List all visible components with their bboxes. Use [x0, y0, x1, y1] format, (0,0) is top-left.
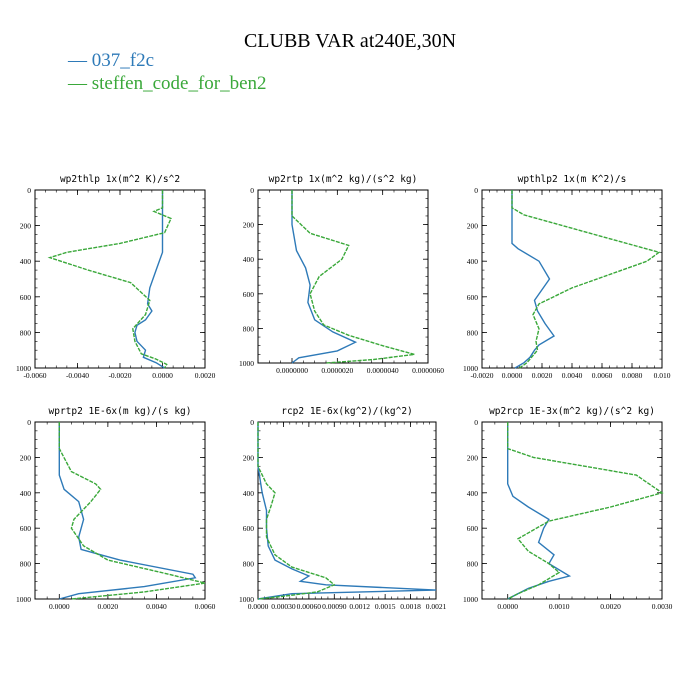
x-tick-label: 0.0012	[349, 602, 370, 611]
y-tick-label: 600	[20, 293, 32, 302]
y-tick-label: 0	[250, 418, 254, 427]
panel-title: wp2rcp 1E-3x(m^2 kg)/(s^2 kg)	[489, 406, 655, 417]
y-tick-label: 600	[467, 524, 479, 533]
y-tick-label: 400	[20, 489, 32, 498]
x-tick-label: 0.0000020	[321, 366, 353, 375]
series-line-f2c	[291, 190, 358, 364]
legend-entry-steffen: — steffen_code_for_ben2	[68, 73, 267, 94]
y-tick-label: 800	[243, 324, 255, 333]
y-tick-label: 0	[474, 186, 478, 195]
x-tick-label: 0.0021	[426, 602, 447, 611]
y-tick-label: 400	[467, 257, 479, 266]
x-tick-label: 0.00090	[322, 602, 347, 611]
y-tick-label: 400	[243, 255, 255, 264]
plot-frame	[34, 421, 206, 600]
y-tick-label: 800	[243, 560, 255, 569]
x-tick-label: 0.0020	[600, 602, 621, 611]
x-tick-label: 0.0040	[146, 602, 167, 611]
x-tick-label: 0.0018	[400, 602, 421, 611]
y-tick-label: 800	[20, 560, 32, 569]
y-tick-label: 1000	[16, 364, 31, 373]
x-tick-label: 0.0015	[375, 602, 396, 611]
y-tick-label: 400	[243, 489, 255, 498]
panel-title: rcp2 1E-6x(kg^2)/(kg^2)	[281, 406, 413, 417]
y-tick-label: 1000	[239, 359, 254, 368]
series-line-steffen	[58, 422, 206, 600]
series-line-steffen	[507, 422, 664, 600]
x-tick-label: 0.0040	[562, 371, 583, 380]
x-tick-label: 0.0020	[532, 371, 553, 380]
panel-3: wpthlp2 1x(m K^2)/s 0 200 400 600 800 1000-0.0…	[463, 174, 671, 380]
y-tick-label: 600	[243, 524, 255, 533]
panel-6: wp2rcp 1E-3x(m^2 kg)/(s^2 kg) 0 200 400 600 8…	[463, 406, 673, 611]
x-tick-label: 0.0000060	[412, 366, 444, 375]
x-tick-label: 0.0000	[248, 602, 269, 611]
x-tick-label: 0.0000	[152, 371, 173, 380]
y-tick-label: 1000	[239, 595, 254, 604]
y-tick-label: 0	[27, 418, 31, 427]
x-tick-label: 0.0020	[195, 371, 216, 380]
chart-title: CLUBB VAR at240E,30N	[243, 30, 457, 52]
panel-title: wpthlp2 1x(m K^2)/s	[518, 174, 627, 185]
x-tick-label: -0.0020	[470, 371, 493, 380]
series-line-f2c	[507, 422, 572, 600]
panel-5: rcp2 1E-6x(kg^2)/(kg^2) 0 200 400 600 800 1000…	[239, 406, 447, 611]
y-tick-label: 400	[20, 257, 32, 266]
y-tick-label: 200	[467, 453, 479, 462]
series-line-f2c	[257, 422, 437, 600]
x-tick-label: 0.0010	[549, 602, 570, 611]
x-tick-label: 0.0020	[98, 602, 119, 611]
y-tick-label: 1000	[16, 595, 31, 604]
y-tick-label: 200	[20, 453, 32, 462]
y-tick-label: 1000	[463, 595, 478, 604]
x-tick-label: -0.0020	[108, 371, 131, 380]
x-tick-label: 0.0000000	[276, 366, 308, 375]
series-line-f2c	[58, 422, 197, 600]
panel-1: wp2thlp 1x(m^2 K)/s^202004006008001000-0…	[16, 174, 216, 380]
x-tick-label: 0.0000	[502, 371, 523, 380]
y-tick-label: 400	[467, 489, 479, 498]
legend-entry-037-f2c: — 037_f2c	[68, 50, 155, 71]
y-tick-label: 0	[27, 186, 31, 195]
y-tick-label: 800	[20, 328, 32, 337]
y-tick-label: 800	[467, 560, 479, 569]
y-tick-label: 200	[243, 221, 255, 230]
y-tick-label: 200	[20, 222, 32, 231]
x-tick-label: 0.0000	[497, 602, 518, 611]
x-tick-label: 0.0060	[195, 602, 216, 611]
x-tick-label: 0.0000	[49, 602, 70, 611]
y-tick-label: 200	[243, 453, 255, 462]
series-line-f2c	[511, 190, 556, 369]
y-tick-label: 600	[20, 524, 32, 533]
x-tick-label: -0.0040	[66, 371, 89, 380]
plot-frame	[481, 189, 663, 369]
x-tick-label: 0.00030	[271, 602, 296, 611]
plot-frame	[257, 421, 437, 600]
y-tick-label: 0	[250, 186, 254, 195]
x-tick-label: 0.010	[654, 371, 671, 380]
y-tick-label: 1000	[463, 364, 478, 373]
x-tick-label: 0.0000040	[367, 366, 399, 375]
y-tick-label: 0	[474, 418, 478, 427]
x-tick-label: 0.0080	[622, 371, 643, 380]
x-tick-label: 0.0030	[652, 602, 673, 611]
y-tick-label: 600	[467, 293, 479, 302]
y-tick-label: 200	[467, 222, 479, 231]
panel-title: wprtp2 1E-6x(m kg)/(s kg)	[49, 406, 192, 417]
y-tick-label: 600	[243, 290, 255, 299]
series-line-steffen	[47, 190, 172, 369]
series-line-steffen	[291, 190, 415, 364]
x-tick-label: -0.0060	[23, 371, 46, 380]
series-line-steffen	[257, 422, 336, 600]
panel-title: wp2rtp 1x(m^2 kg)/(s^2 kg)	[269, 174, 418, 185]
panel-2: wp2rtp 1x(m^2 kg)/(s^2 kg) 0 200 400 600 800 1…	[239, 174, 444, 375]
series-line-f2c	[134, 190, 165, 369]
panel-title: wp2thlp 1x(m^2 K)/s^2	[60, 174, 180, 185]
series-line-steffen	[511, 190, 661, 369]
x-tick-label: 0.00060	[297, 602, 322, 611]
panel-4: wprtp2 1E-6x(m kg)/(s kg) 0 200 400 600 800 10…	[16, 406, 216, 611]
x-tick-label: 0.0060	[592, 371, 613, 380]
y-tick-label: 800	[467, 328, 479, 337]
